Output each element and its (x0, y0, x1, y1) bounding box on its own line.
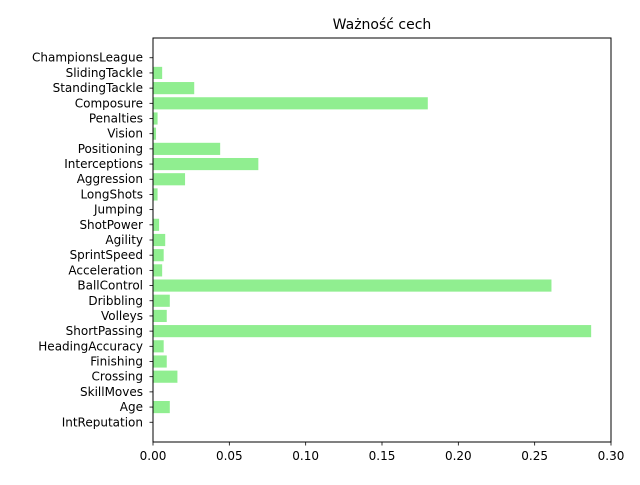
y-tick-label: ShortPassing (66, 324, 143, 338)
y-tick-label: SprintSpeed (70, 248, 143, 262)
chart-title: Ważność cech (333, 17, 432, 33)
plot-frame (152, 37, 612, 443)
bar-long-shots (153, 188, 158, 201)
x-tick-label: 0.10 (292, 449, 319, 463)
bar-age (153, 400, 170, 414)
x-tick-label: 0.30 (598, 449, 625, 463)
y-tick-label: Agility (105, 233, 143, 247)
x-tick-label: 0.05 (216, 449, 243, 463)
bar-positioning (153, 142, 221, 155)
y-tick-label: HeadingAccuracy (38, 339, 143, 353)
y-tick-label: Crossing (92, 370, 143, 384)
bar-vision (153, 127, 157, 140)
y-tick-label: Composure (75, 96, 143, 110)
y-axis: IntReputationAgeSkillMovesCrossingFinish… (32, 51, 153, 429)
y-tick-label: Aggression (77, 172, 143, 186)
y-tick-label: Vision (107, 127, 143, 141)
y-tick-label: Acceleration (68, 263, 143, 277)
y-tick-label: ShotPower (79, 218, 143, 232)
y-tick-label: StandingTackle (53, 81, 143, 95)
bar-volleys (153, 309, 167, 323)
y-tick-label: Penalties (89, 111, 143, 125)
y-tick-label: LongShots (80, 187, 143, 201)
bar-sprint-speed (153, 249, 164, 262)
bar-sliding-tackle (153, 66, 163, 80)
x-tick-label: 0.15 (369, 449, 396, 463)
y-tick-label: BallControl (77, 279, 143, 293)
bar-penalties (153, 112, 158, 125)
bar-standing-tackle (153, 82, 195, 95)
bar-heading-accuracy (153, 340, 164, 353)
x-axis: 0.00 0.05 0.10 0.15 0.20 0.25 0.30 (140, 442, 625, 463)
x-tick-label: 0.25 (521, 449, 548, 463)
bar-ball-control (153, 279, 552, 292)
bar-aggression (153, 173, 186, 186)
y-tick-label: Volleys (101, 309, 143, 323)
bar-composure (153, 97, 428, 110)
y-tick-label: Dribbling (88, 294, 143, 308)
bar-shot-power (153, 218, 160, 231)
x-tick-label: 0.20 (445, 449, 472, 463)
y-tick-label: ChampionsLeague (32, 51, 143, 65)
bar-group (153, 66, 592, 414)
bar-crossing (153, 370, 178, 383)
bar-acceleration (153, 264, 163, 277)
y-tick-label: SkillMoves (80, 385, 143, 399)
y-tick-label: SlidingTackle (66, 66, 143, 80)
y-tick-label: Interceptions (64, 157, 143, 171)
bar-short-passing (153, 325, 592, 338)
y-tick-label: IntReputation (62, 415, 143, 429)
y-tick-label: Finishing (90, 355, 143, 369)
x-tick-label: 0.00 (140, 449, 167, 463)
bar-interceptions (153, 157, 259, 171)
y-tick-label: Positioning (78, 142, 143, 156)
bar-dribbling (153, 294, 170, 307)
bar-agility (153, 233, 166, 247)
bar-finishing (153, 355, 167, 368)
y-tick-label: Jumping (93, 203, 143, 217)
y-tick-label: Age (120, 400, 143, 414)
